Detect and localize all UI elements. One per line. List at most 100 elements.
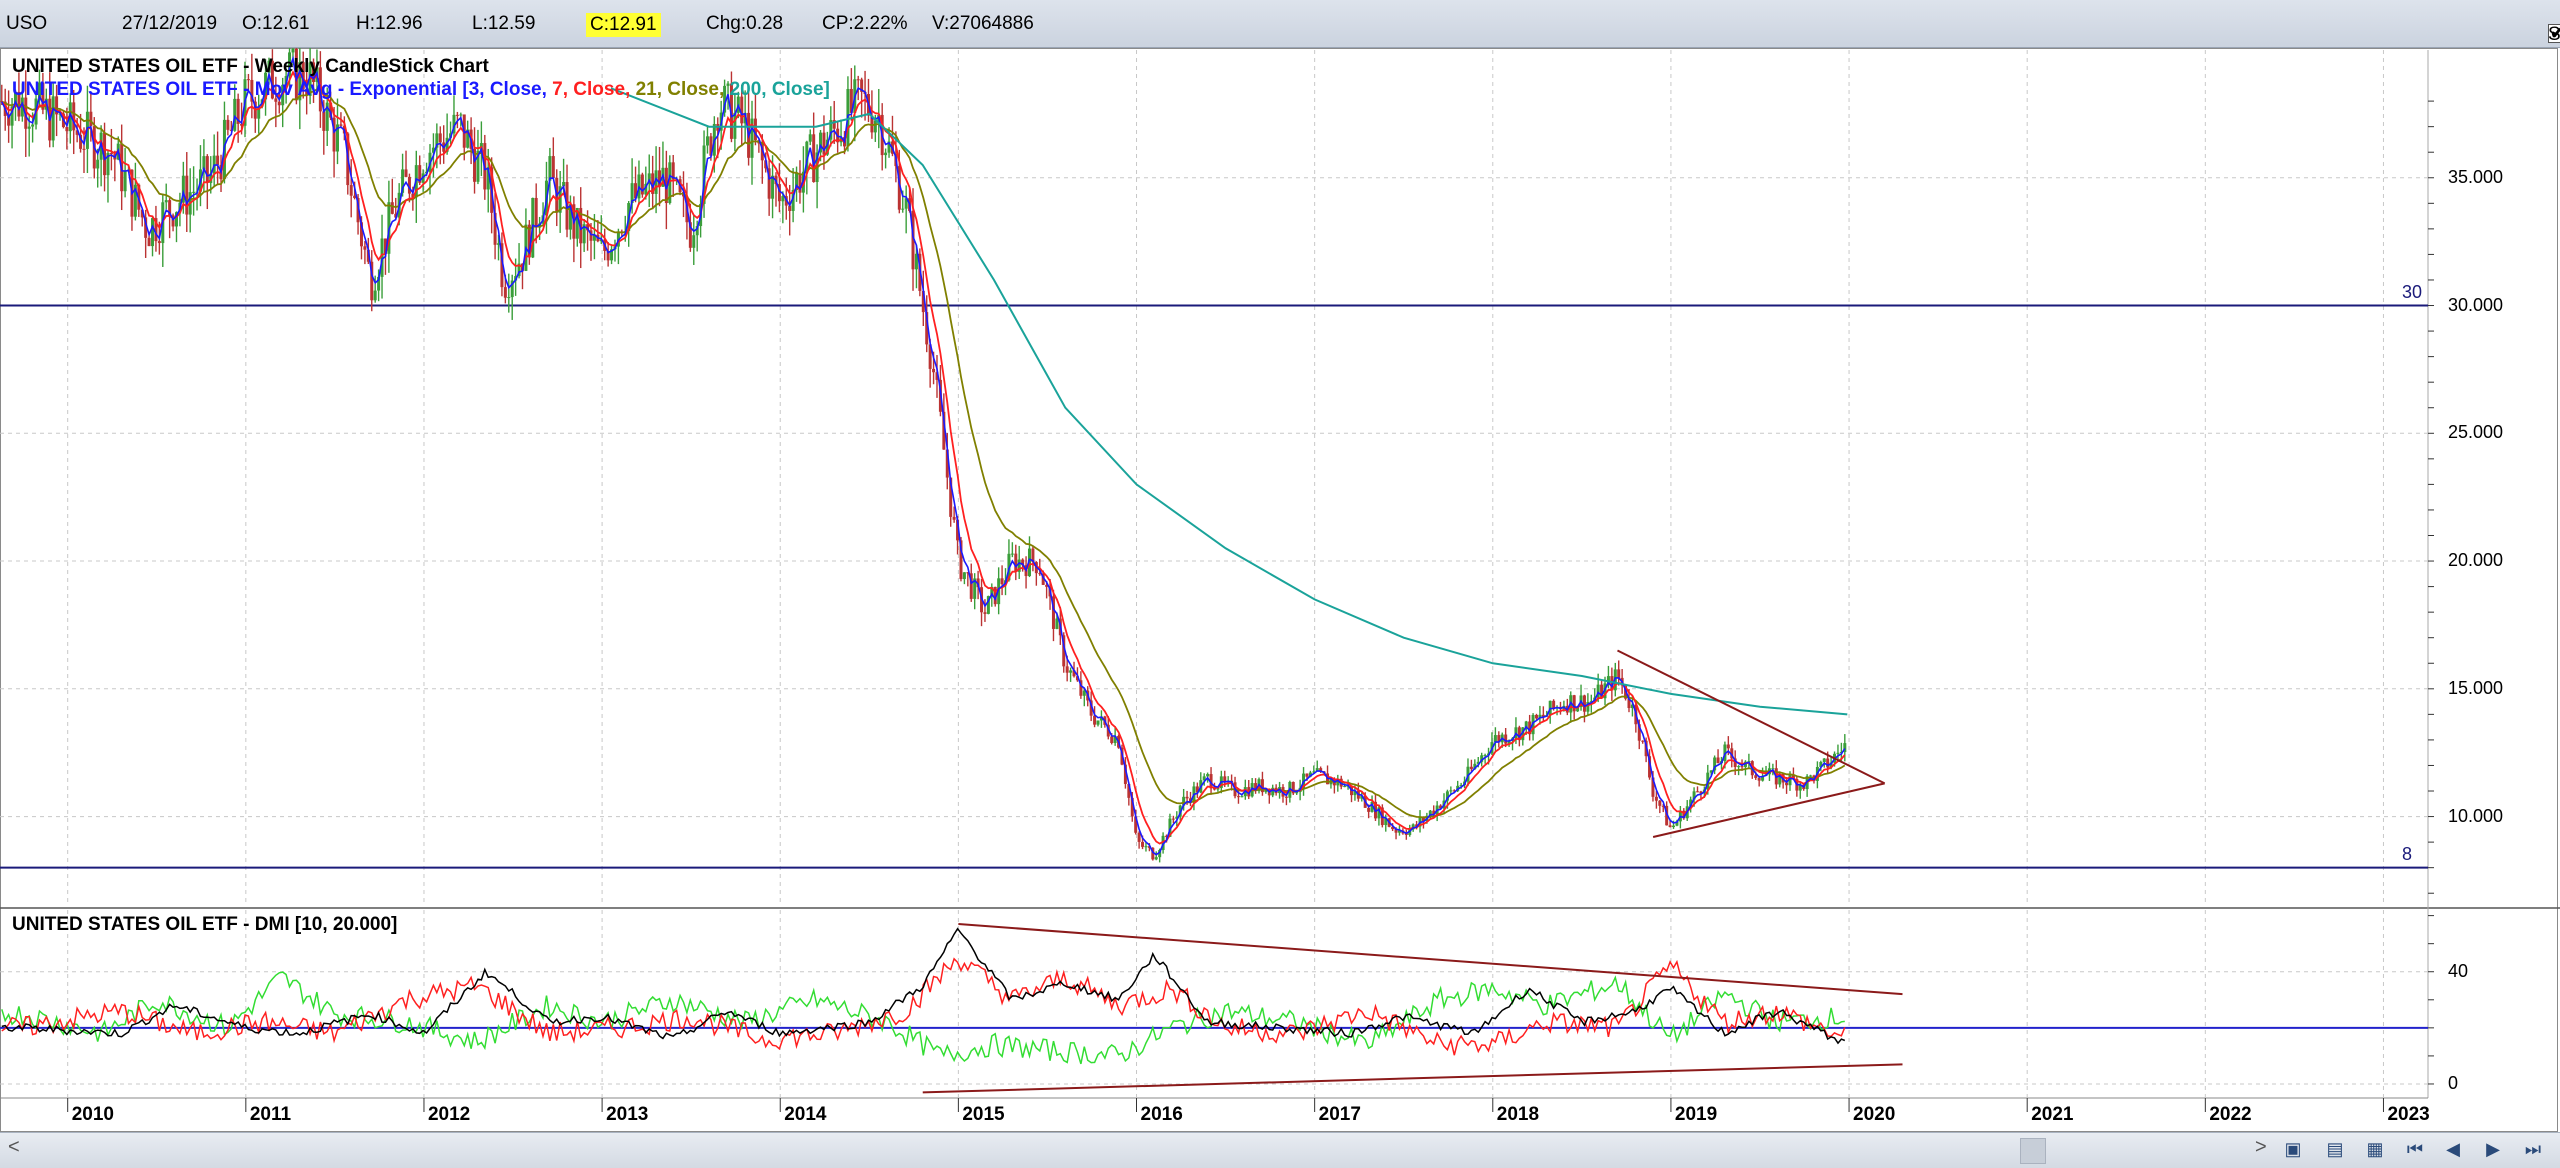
candle-body — [1507, 740, 1511, 744]
candle-body — [103, 132, 107, 176]
candle-body — [1432, 810, 1436, 815]
candle-body — [1051, 596, 1055, 629]
candle-body — [1439, 805, 1443, 809]
settings-icon[interactable]: ▦ — [2366, 1138, 2384, 1159]
candle-body — [1582, 695, 1586, 712]
checkbox-icon[interactable]: ✔ — [2548, 24, 2560, 43]
candle-body — [945, 449, 949, 478]
candle-body — [240, 123, 244, 126]
candle-body — [1093, 715, 1097, 725]
candle-body — [562, 182, 566, 187]
candle-body — [1534, 714, 1538, 719]
candle-body — [901, 208, 905, 210]
candle-body — [695, 226, 699, 236]
candle-body — [671, 162, 675, 180]
candle-body — [781, 196, 785, 202]
candle-body — [1075, 676, 1079, 681]
candle-body — [353, 195, 357, 199]
change-value: Chg:0.28 — [706, 13, 784, 34]
y-tick-label: 30.000 — [2448, 294, 2504, 315]
save-icon[interactable]: ▤ — [2326, 1138, 2344, 1159]
candle-body — [185, 175, 189, 215]
candle-body — [805, 141, 809, 172]
candle-body — [1384, 818, 1388, 826]
candle-body — [935, 372, 939, 380]
candle-body — [1031, 548, 1035, 563]
chart-canvas[interactable] — [0, 48, 2560, 1132]
candle-body — [534, 197, 538, 228]
next-page-icon[interactable]: ▶ — [2486, 1138, 2500, 1159]
candle-body — [1586, 702, 1590, 712]
reference-line-label: 8 — [2402, 843, 2413, 864]
candle-body — [726, 83, 730, 86]
high-value: H:12.96 — [356, 13, 423, 34]
show-last-label: Show Last — [2548, 24, 2560, 45]
scroll-thumb[interactable] — [2020, 1138, 2046, 1164]
candle-body — [144, 217, 148, 238]
scroll-left-arrow[interactable]: < — [8, 1136, 20, 1158]
candle-body — [1829, 762, 1833, 768]
print-icon[interactable]: ▣ — [2284, 1138, 2302, 1159]
candle-body — [589, 230, 593, 241]
x-tick-label: 2011 — [249, 1104, 292, 1125]
candle-body — [123, 171, 127, 192]
candle-body — [438, 133, 442, 143]
candle-body — [291, 48, 295, 53]
change-pct-value: CP:2.22% — [822, 13, 908, 34]
candle-body — [527, 224, 531, 258]
candle-body — [1445, 791, 1449, 801]
candle-body — [1411, 824, 1415, 830]
candle-body — [1165, 835, 1169, 837]
candle-body — [942, 411, 946, 450]
candle-body — [1709, 770, 1713, 773]
candle-body — [466, 129, 470, 148]
candle-body — [325, 102, 329, 131]
candle-body — [133, 184, 137, 217]
candle-body — [312, 62, 316, 83]
candle-body — [55, 96, 59, 115]
candle-body — [993, 586, 997, 605]
subtitle-part: UNITED STATES OIL ETF - Mov Avg - Expone… — [12, 79, 553, 100]
candle-body — [356, 198, 360, 223]
candle-body — [363, 246, 367, 250]
candle-body — [246, 79, 250, 81]
candle-body — [1696, 791, 1700, 793]
candle-body — [1596, 684, 1600, 698]
candle-body — [1212, 788, 1216, 790]
candle-body — [205, 156, 209, 184]
x-tick-label: 2022 — [2209, 1104, 2252, 1125]
candle-body — [171, 215, 175, 227]
candle-body — [250, 79, 254, 102]
candle-body — [226, 119, 230, 130]
candle-body — [1713, 757, 1717, 771]
candle-body — [1617, 669, 1621, 678]
candle-body — [305, 88, 309, 96]
candle-body — [1726, 744, 1730, 749]
candle-body — [106, 153, 110, 176]
candle-body — [1308, 772, 1312, 777]
candle-body — [1055, 618, 1059, 629]
candle-body — [1185, 796, 1189, 799]
prev-page-icon[interactable]: ◀ — [2446, 1138, 2460, 1159]
candle-body — [904, 198, 908, 209]
candle-body — [1651, 777, 1655, 797]
candle-body — [582, 224, 586, 244]
candle-body — [1641, 740, 1645, 742]
candle-body — [1397, 830, 1401, 833]
candle-body — [914, 253, 918, 270]
candle-body — [644, 183, 648, 195]
candle-body — [558, 186, 562, 213]
candle-body — [1517, 727, 1521, 741]
scroll-right-arrow[interactable]: > — [2255, 1136, 2267, 1158]
candle-body — [1367, 807, 1371, 812]
candle-body — [1843, 743, 1847, 752]
y-tick-label: 0 — [2448, 1072, 2459, 1093]
candle-body — [1240, 796, 1244, 798]
time-scrollbar[interactable] — [0, 1132, 2560, 1168]
candle-body — [1010, 553, 1014, 555]
candle-body — [493, 212, 497, 245]
first-page-icon[interactable]: ⏮ — [2406, 1138, 2424, 1159]
candle-body — [1504, 734, 1508, 744]
last-page-icon[interactable]: ⏭ — [2524, 1138, 2542, 1159]
candle-body — [1014, 553, 1018, 572]
